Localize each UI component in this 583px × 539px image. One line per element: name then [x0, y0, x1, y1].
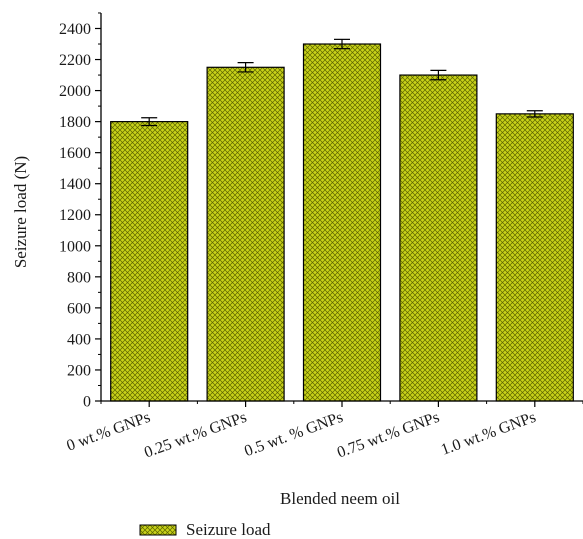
y-axis-title: Seizure load (N) [11, 156, 30, 268]
y-tick-label: 1600 [59, 145, 91, 162]
x-tick-label: 0.5 wt. % GNPs [242, 409, 345, 460]
bar [495, 113, 574, 402]
y-axis-ticks: 0 200 400 600 800 1000 1200 1400 1600 1800 2000 220… [59, 12, 101, 411]
y-tick-label: 2400 [59, 21, 91, 38]
bar [302, 43, 382, 402]
bar [399, 74, 478, 402]
y-tick-label: 0 [83, 394, 91, 411]
y-tick-label: 600 [67, 300, 91, 317]
y-tick-label: 1800 [59, 114, 91, 131]
x-tick-label: 0 wt.% GNPs [64, 409, 152, 455]
y-tick-label: 800 [67, 269, 91, 286]
bars [110, 43, 574, 402]
y-tick-label: 2000 [59, 83, 91, 100]
bar [110, 121, 189, 402]
x-tick-label: 1.0 wt.% GNPs [439, 409, 538, 459]
legend-swatch [139, 524, 177, 536]
legend: Seizure load [139, 520, 271, 539]
y-tick-label: 1000 [59, 238, 91, 255]
x-axis-title: Blended neem oil [280, 489, 400, 508]
x-tick-label: 0.75 wt.% GNPs [335, 409, 442, 462]
x-tick-label: 0.25 wt.% GNPs [142, 409, 249, 462]
y-tick-label: 400 [67, 331, 91, 348]
y-tick-label: 1200 [59, 207, 91, 224]
error-bars [141, 38, 543, 127]
y-tick-label: 200 [67, 362, 91, 379]
legend-label: Seizure load [186, 520, 271, 539]
bar [206, 66, 285, 402]
y-tick-label: 1400 [59, 176, 91, 193]
y-tick-label: 2200 [59, 52, 91, 69]
